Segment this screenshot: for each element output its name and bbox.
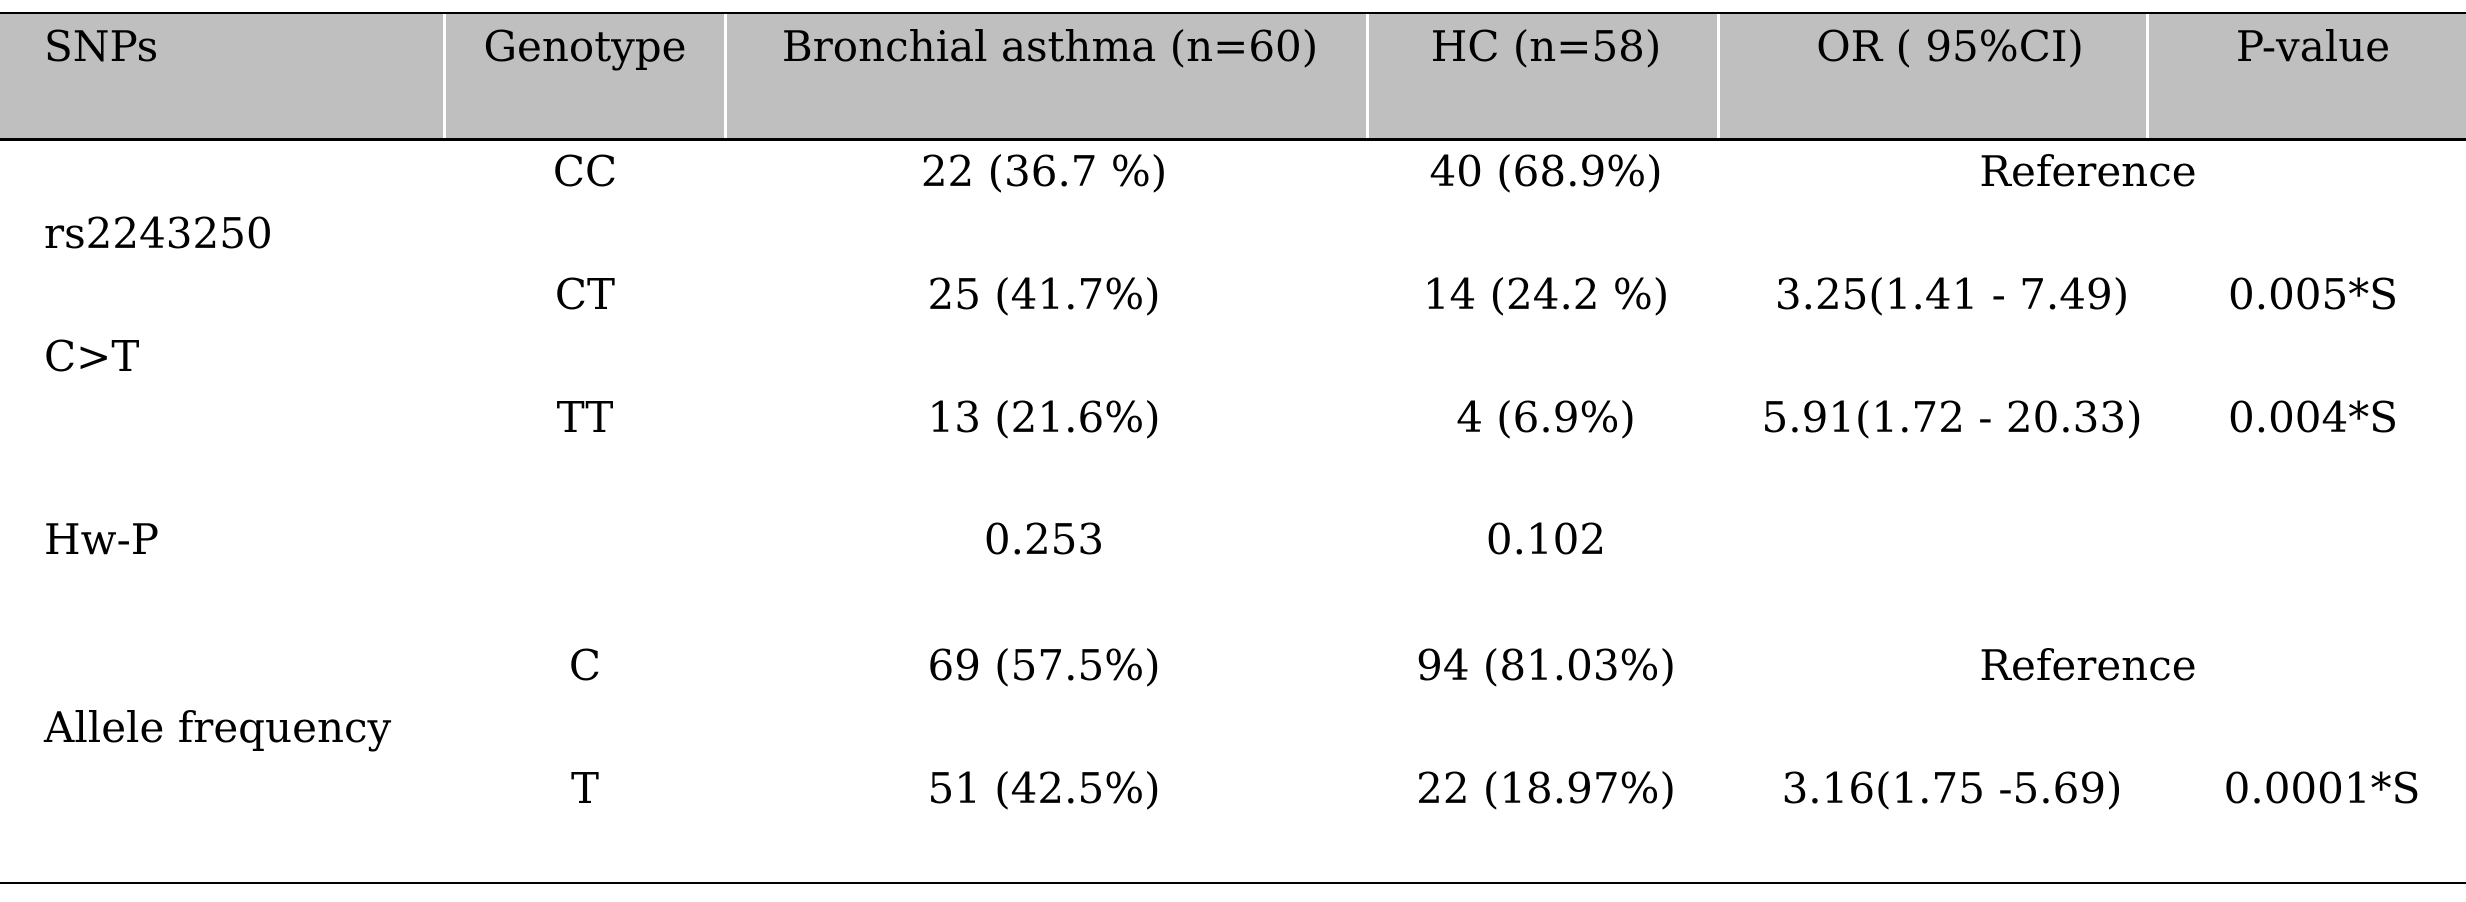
snp-variant: C>T <box>44 332 140 381</box>
cell-p-value: 0.005*S <box>2227 270 2399 319</box>
cell-asthma: 0.253 <box>983 515 1105 564</box>
cell-hc: 22 (18.97%) <box>1416 764 1676 813</box>
snp-name: rs2243250 <box>44 209 273 258</box>
cell-hc: 94 (81.03%) <box>1416 641 1676 690</box>
hwp-label: Hw-P <box>44 515 160 564</box>
table-top-rule <box>0 12 2466 14</box>
header-column-divider <box>2146 14 2149 138</box>
cell-or-ci: 3.16(1.75 -5.69) <box>1781 764 2123 813</box>
cell-hc: 4 (6.9%) <box>1456 393 1636 442</box>
cell-asthma: 22 (36.7 %) <box>920 147 1168 196</box>
allele-frequency-label: Allele frequency <box>44 703 392 752</box>
header-column-divider <box>1366 14 1369 138</box>
table-header-rule <box>0 138 2466 141</box>
cell-asthma: 13 (21.6%) <box>927 393 1161 442</box>
cell-allele: C <box>568 641 602 690</box>
header-snps: SNPs <box>44 22 159 71</box>
cell-p-value: 0.0001*S <box>2223 764 2421 813</box>
header-or: OR ( 95%CI) <box>1816 22 2084 71</box>
cell-reference: Reference <box>1979 147 2197 196</box>
cell-or-ci: 5.91(1.72 - 20.33) <box>1761 393 2143 442</box>
cell-p-value: 0.004*S <box>2227 393 2399 442</box>
cell-genotype: CT <box>554 270 616 319</box>
cell-asthma: 69 (57.5%) <box>927 641 1161 690</box>
cell-hc: 14 (24.2 %) <box>1422 270 1670 319</box>
table-header-row <box>0 14 2466 138</box>
header-column-divider <box>443 14 446 138</box>
header-column-divider <box>1717 14 1720 138</box>
cell-asthma: 25 (41.7%) <box>927 270 1161 319</box>
cell-hc: 40 (68.9%) <box>1429 147 1663 196</box>
header-genotype: Genotype <box>483 22 687 71</box>
table-bottom-rule <box>0 882 2466 884</box>
cell-reference: Reference <box>1979 641 2197 690</box>
header-p-value: P-value <box>2235 22 2391 71</box>
cell-allele: T <box>570 764 600 813</box>
header-hc: HC (n=58) <box>1430 22 1662 71</box>
cell-asthma: 51 (42.5%) <box>927 764 1161 813</box>
cell-genotype: CC <box>552 147 618 196</box>
cell-or-ci: 3.25(1.41 - 7.49) <box>1774 270 2130 319</box>
header-bronchial-asthma: Bronchial asthma (n=60) <box>781 22 1319 71</box>
header-column-divider <box>724 14 727 138</box>
cell-hc: 0.102 <box>1485 515 1607 564</box>
cell-genotype: TT <box>556 393 614 442</box>
